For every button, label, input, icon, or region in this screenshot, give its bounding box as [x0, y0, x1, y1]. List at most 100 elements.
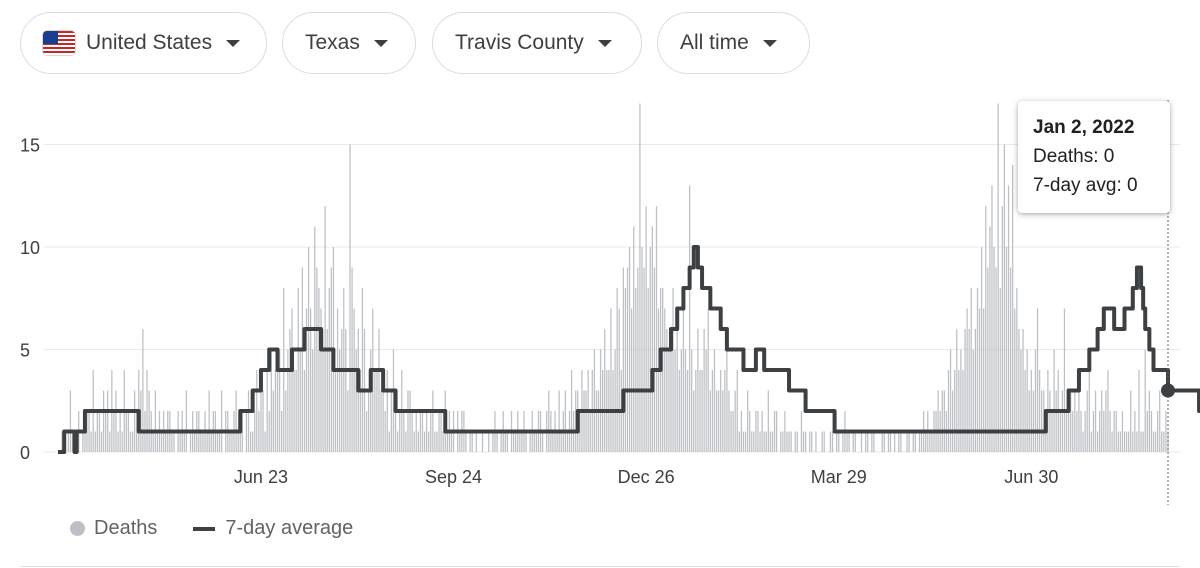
- deaths-bar[interactable]: [548, 390, 550, 453]
- deaths-bar[interactable]: [740, 411, 743, 452]
- deaths-bar[interactable]: [370, 349, 372, 453]
- deaths-bar[interactable]: [1012, 165, 1014, 452]
- deaths-bar[interactable]: [409, 390, 411, 453]
- deaths-bar[interactable]: [413, 431, 415, 453]
- deaths-bar[interactable]: [599, 349, 602, 453]
- deaths-bar[interactable]: [794, 431, 796, 453]
- deaths-bar[interactable]: [239, 431, 241, 453]
- deaths-bar[interactable]: [889, 431, 892, 453]
- deaths-bar[interactable]: [104, 411, 107, 452]
- deaths-bar[interactable]: [231, 431, 233, 453]
- deaths-bar[interactable]: [127, 411, 130, 452]
- deaths-bar[interactable]: [535, 431, 538, 453]
- deaths-bar[interactable]: [281, 411, 283, 452]
- deaths-bar[interactable]: [392, 349, 395, 453]
- deaths-bar[interactable]: [881, 431, 883, 453]
- deaths-bar[interactable]: [655, 206, 658, 452]
- deaths-bar[interactable]: [726, 349, 728, 453]
- deaths-bar[interactable]: [148, 390, 150, 453]
- deaths-bar[interactable]: [966, 308, 968, 453]
- deaths-bar[interactable]: [423, 431, 426, 453]
- deaths-bar[interactable]: [771, 431, 774, 453]
- deaths-bar[interactable]: [349, 144, 351, 453]
- deaths-bar[interactable]: [1082, 431, 1084, 453]
- deaths-bar[interactable]: [125, 411, 127, 452]
- deaths-bar[interactable]: [653, 267, 656, 453]
- deaths-bar[interactable]: [287, 349, 289, 453]
- deaths-bar[interactable]: [367, 390, 370, 453]
- deaths-bar[interactable]: [769, 431, 772, 453]
- deaths-bar[interactable]: [171, 431, 173, 453]
- deaths-bar[interactable]: [757, 411, 759, 452]
- deaths-bar[interactable]: [804, 431, 807, 453]
- deaths-bar[interactable]: [61, 431, 63, 453]
- deaths-bar[interactable]: [351, 267, 353, 453]
- deaths-bar[interactable]: [763, 431, 765, 453]
- deaths-bar[interactable]: [684, 349, 687, 453]
- deaths-bar[interactable]: [670, 329, 672, 452]
- deaths-bar[interactable]: [293, 370, 295, 452]
- deaths-bar[interactable]: [1009, 267, 1012, 453]
- deaths-bar[interactable]: [836, 431, 838, 453]
- country-filter-chip[interactable]: United States: [20, 12, 267, 74]
- deaths-bar[interactable]: [560, 431, 562, 453]
- deaths-bar[interactable]: [107, 390, 109, 453]
- deaths-bar[interactable]: [297, 288, 299, 452]
- deaths-bar[interactable]: [496, 431, 498, 453]
- deaths-bar[interactable]: [355, 349, 357, 453]
- deaths-bar[interactable]: [469, 431, 471, 453]
- deaths-bar[interactable]: [1026, 349, 1028, 453]
- deaths-bar[interactable]: [361, 288, 364, 452]
- deaths-bar[interactable]: [744, 431, 747, 453]
- deaths-bar[interactable]: [1030, 370, 1032, 452]
- deaths-bar[interactable]: [450, 431, 453, 453]
- deaths-bar[interactable]: [1053, 349, 1055, 453]
- deaths-bar[interactable]: [960, 349, 962, 453]
- deaths-bar[interactable]: [318, 288, 320, 452]
- deaths-bar[interactable]: [165, 431, 167, 453]
- deaths-bar[interactable]: [117, 431, 119, 453]
- deaths-bar[interactable]: [1038, 370, 1041, 452]
- deaths-bar[interactable]: [780, 431, 782, 453]
- deaths-bar[interactable]: [316, 267, 318, 453]
- deaths-bar[interactable]: [345, 329, 347, 452]
- deaths-bar[interactable]: [931, 431, 933, 453]
- deaths-bar[interactable]: [643, 267, 645, 453]
- deaths-bar[interactable]: [394, 411, 397, 452]
- deaths-bar[interactable]: [920, 431, 923, 453]
- deaths-bar[interactable]: [622, 267, 624, 453]
- deaths-bar[interactable]: [109, 431, 111, 453]
- deaths-bar[interactable]: [388, 431, 390, 453]
- deaths-bar[interactable]: [521, 431, 523, 453]
- deaths-bar[interactable]: [1134, 411, 1136, 452]
- deaths-bar[interactable]: [831, 431, 834, 453]
- deaths-bar[interactable]: [1144, 349, 1146, 453]
- deaths-bar[interactable]: [842, 431, 844, 453]
- deaths-bar[interactable]: [1092, 411, 1095, 452]
- deaths-bar[interactable]: [421, 411, 424, 452]
- deaths-bar[interactable]: [736, 370, 738, 452]
- deaths-bar[interactable]: [403, 411, 405, 452]
- deaths-bar[interactable]: [268, 411, 270, 452]
- deaths-bar[interactable]: [386, 370, 388, 452]
- deaths-bar[interactable]: [272, 390, 275, 453]
- deaths-bar[interactable]: [359, 370, 361, 452]
- deaths-bar[interactable]: [865, 431, 867, 453]
- deaths-bar[interactable]: [883, 431, 885, 453]
- deaths-bar[interactable]: [575, 390, 577, 453]
- deaths-bar[interactable]: [245, 411, 248, 452]
- deaths-bar[interactable]: [1152, 431, 1155, 453]
- deaths-bar[interactable]: [1065, 411, 1068, 452]
- deaths-bar[interactable]: [676, 329, 678, 452]
- deaths-bar[interactable]: [962, 370, 964, 452]
- deaths-bar[interactable]: [1080, 411, 1082, 452]
- deaths-bar[interactable]: [749, 411, 751, 452]
- deaths-bar[interactable]: [1049, 390, 1051, 453]
- deaths-bar[interactable]: [218, 431, 221, 453]
- deaths-bar[interactable]: [566, 431, 569, 453]
- deaths-bar[interactable]: [328, 288, 330, 452]
- deaths-bar[interactable]: [784, 411, 786, 452]
- deaths-bar[interactable]: [767, 390, 769, 453]
- deaths-bar[interactable]: [307, 247, 310, 452]
